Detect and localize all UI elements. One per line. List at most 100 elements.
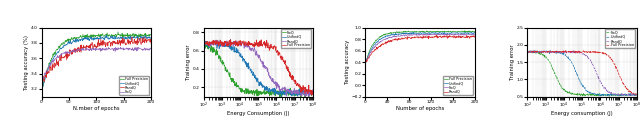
RandQ	[280, 88, 287, 90]
Full Precision	[105, 34, 113, 36]
FixQ	[559, 88, 567, 90]
Full Precision	[632, 94, 639, 96]
UnifiedQ	[213, 48, 221, 49]
RandQ	[593, 72, 600, 74]
RandQ	[227, 39, 234, 40]
RandQ	[454, 36, 462, 37]
Line: UnifiedQ: UnifiedQ	[42, 35, 151, 94]
Full Precision	[114, 31, 122, 33]
RandQ	[301, 97, 309, 99]
Line: FixQ: FixQ	[204, 42, 313, 98]
UnifiedQ	[280, 90, 287, 92]
FixQ	[138, 48, 145, 50]
Full Precision	[567, 52, 575, 54]
RandQ	[147, 42, 155, 44]
RandQ	[138, 44, 145, 45]
RandQ	[269, 81, 276, 82]
FixQ	[135, 46, 143, 48]
Full Precision	[147, 34, 155, 35]
UnifiedQ	[633, 94, 640, 96]
X-axis label: Energy consumption (J): Energy consumption (J)	[551, 111, 613, 116]
FixQ	[147, 47, 155, 49]
Full Precision	[103, 35, 111, 36]
RandQ	[362, 61, 370, 63]
UnifiedQ	[278, 96, 285, 98]
UnifiedQ	[454, 32, 461, 34]
UnifiedQ	[138, 36, 145, 38]
RandQ	[461, 36, 469, 38]
UnifiedQ	[211, 39, 219, 41]
UnifiedQ	[38, 91, 46, 92]
UnifiedQ	[103, 34, 111, 36]
FixQ	[305, 97, 313, 99]
Full Precision	[559, 50, 567, 52]
Full Precision	[138, 33, 145, 35]
UnifiedQ	[603, 94, 611, 96]
UnifiedQ	[461, 32, 468, 34]
RandQ	[426, 37, 434, 39]
Full Precision	[362, 61, 370, 63]
RandQ	[547, 49, 554, 51]
FixQ	[604, 95, 611, 96]
Full Precision	[427, 31, 435, 32]
UnifiedQ	[593, 93, 600, 95]
Y-axis label: Training error: Training error	[186, 44, 191, 80]
Y-axis label: Training error: Training error	[510, 44, 515, 80]
FixQ	[537, 53, 545, 55]
UnifiedQ	[461, 31, 469, 33]
RandQ	[243, 47, 251, 48]
FixQ	[603, 94, 611, 96]
UnifiedQ	[102, 37, 110, 38]
UnifiedQ	[427, 32, 435, 34]
Line: Full Precision: Full Precision	[365, 31, 475, 63]
Full Precision	[633, 93, 640, 95]
RandQ	[38, 84, 46, 85]
Legend: FixQ, UnifiedQ, RandQ, Full Precision: FixQ, UnifiedQ, RandQ, Full Precision	[281, 29, 311, 48]
FixQ	[461, 34, 469, 36]
UnifiedQ	[426, 33, 434, 34]
UnifiedQ	[471, 32, 479, 34]
Line: RandQ: RandQ	[365, 35, 475, 63]
Full Precision	[604, 54, 611, 56]
Line: Full Precision: Full Precision	[42, 32, 151, 92]
Line: Full Precision: Full Precision	[204, 40, 313, 95]
X-axis label: Number of epochs: Number of epochs	[396, 106, 444, 111]
RandQ	[433, 34, 441, 36]
RandQ	[604, 90, 611, 92]
UnifiedQ	[200, 43, 207, 44]
Full Precision	[593, 51, 600, 53]
Y-axis label: Testing accuracy (%): Testing accuracy (%)	[24, 35, 29, 90]
FixQ	[633, 95, 640, 96]
Full Precision	[537, 51, 545, 53]
UnifiedQ	[147, 36, 155, 38]
Line: UnifiedQ: UnifiedQ	[365, 32, 475, 63]
UnifiedQ	[105, 38, 113, 39]
X-axis label: N.mber of epochs: N.mber of epochs	[73, 106, 120, 111]
UnifiedQ	[362, 62, 369, 64]
RandQ	[103, 43, 111, 45]
Full Precision	[308, 94, 316, 96]
FixQ	[38, 82, 46, 84]
FixQ	[103, 47, 111, 49]
UnifiedQ	[309, 91, 317, 92]
UnifiedQ	[38, 93, 45, 94]
RandQ	[103, 42, 111, 43]
FixQ	[279, 91, 287, 93]
RandQ	[140, 36, 148, 38]
FixQ	[524, 51, 531, 53]
Full Precision	[426, 30, 434, 32]
Line: UnifiedQ: UnifiedQ	[527, 50, 637, 96]
UnifiedQ	[559, 54, 567, 56]
Full Precision	[200, 44, 207, 46]
Full Precision	[38, 90, 46, 92]
Full Precision	[429, 31, 436, 32]
RandQ	[625, 95, 632, 96]
FixQ	[429, 34, 436, 35]
RandQ	[524, 51, 531, 53]
RandQ	[633, 94, 640, 95]
FixQ	[454, 33, 462, 35]
UnifiedQ	[604, 95, 611, 96]
Line: FixQ: FixQ	[365, 34, 475, 64]
FixQ	[130, 49, 138, 50]
Full Precision	[213, 43, 221, 45]
